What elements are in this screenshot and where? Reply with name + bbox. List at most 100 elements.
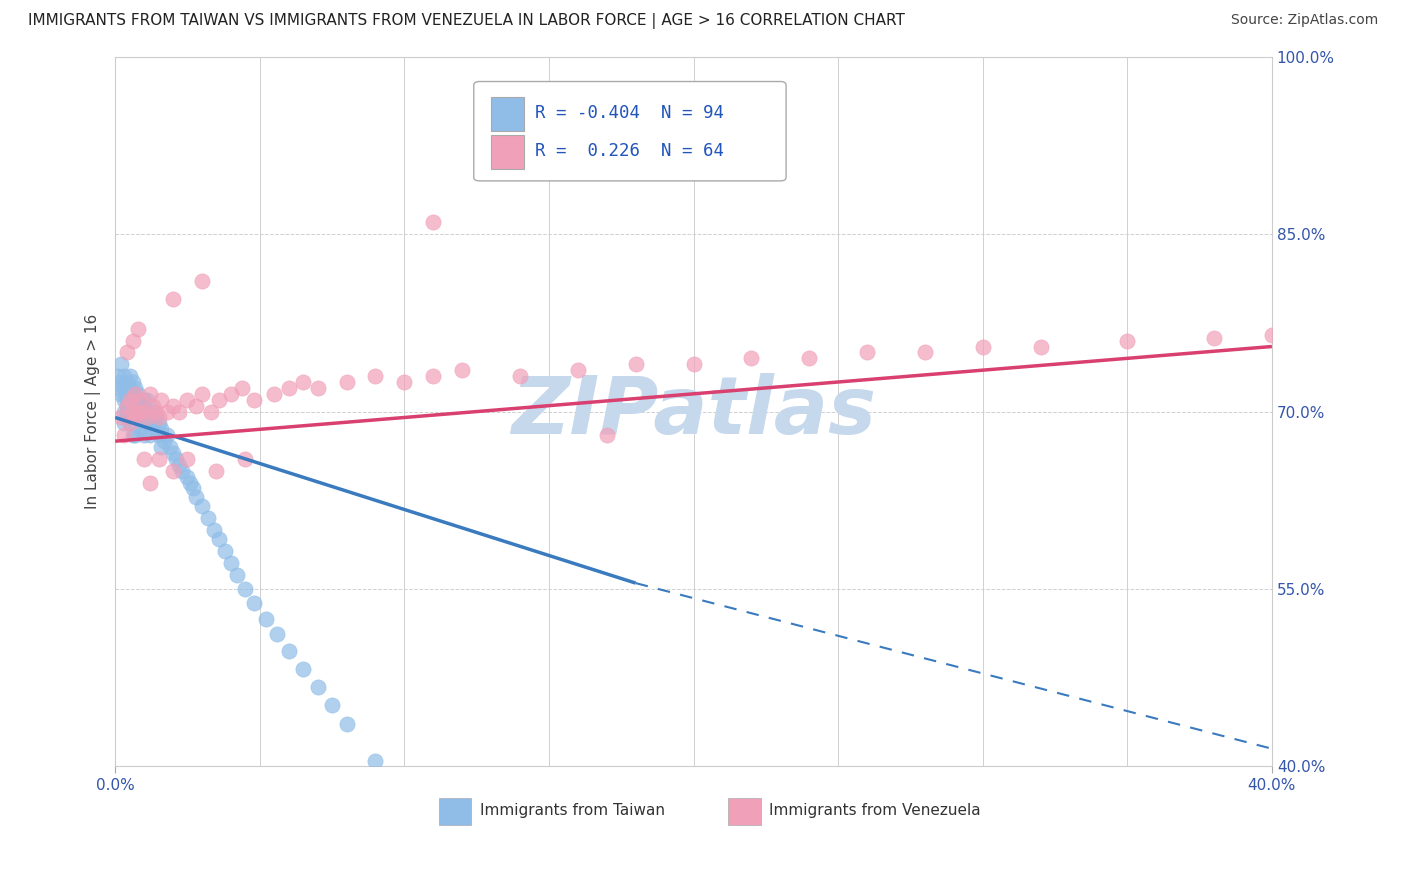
Point: [112, 369, 135, 384]
Point: [186, 490, 208, 504]
Point: [129, 422, 152, 436]
Point: [181, 482, 204, 496]
Point: [321, 698, 343, 712]
Point: [129, 392, 152, 407]
Point: [914, 345, 936, 359]
Point: [139, 410, 162, 425]
Point: [167, 458, 190, 472]
Point: [219, 556, 242, 570]
Point: [202, 523, 225, 537]
Point: [479, 875, 502, 889]
Point: [118, 417, 141, 431]
Point: [176, 392, 198, 407]
Point: [121, 404, 143, 418]
Point: [307, 381, 329, 395]
Point: [170, 464, 193, 478]
Point: [136, 392, 159, 407]
Point: [156, 404, 179, 418]
Point: [191, 275, 214, 289]
Point: [225, 567, 247, 582]
Point: [124, 392, 146, 407]
Text: Immigrants from Venezuela: Immigrants from Venezuela: [769, 803, 980, 818]
Point: [364, 754, 387, 768]
Point: [112, 428, 135, 442]
Point: [277, 643, 299, 657]
Point: [142, 404, 165, 418]
Point: [1029, 339, 1052, 353]
Point: [148, 417, 170, 431]
Point: [162, 464, 184, 478]
Point: [799, 351, 821, 366]
Point: [127, 322, 149, 336]
Point: [233, 582, 256, 596]
Point: [422, 215, 444, 229]
Point: [118, 392, 141, 407]
Point: [115, 404, 138, 418]
Point: [124, 410, 146, 425]
Bar: [728, 798, 761, 825]
Point: [167, 404, 190, 418]
Point: [132, 417, 155, 431]
Point: [191, 387, 214, 401]
Point: [451, 363, 474, 377]
Point: [132, 451, 155, 466]
Point: [142, 399, 165, 413]
Point: [214, 544, 236, 558]
Text: Source: ZipAtlas.com: Source: ZipAtlas.com: [1230, 13, 1378, 28]
Point: [292, 375, 315, 389]
Point: [159, 440, 181, 454]
Point: [740, 351, 762, 366]
Point: [156, 428, 179, 442]
Point: [142, 417, 165, 431]
Point: [139, 475, 162, 490]
Point: [129, 399, 152, 413]
Point: [364, 369, 387, 384]
Point: [121, 387, 143, 401]
Point: [263, 387, 285, 401]
Point: [118, 392, 141, 407]
Point: [335, 375, 357, 389]
Point: [176, 469, 198, 483]
Point: [115, 399, 138, 413]
Point: [112, 381, 135, 395]
Point: [115, 387, 138, 401]
Point: [139, 387, 162, 401]
Point: [1202, 331, 1225, 345]
Point: [115, 392, 138, 407]
Point: [110, 375, 132, 389]
Point: [436, 832, 458, 847]
Point: [307, 680, 329, 694]
Point: [179, 475, 201, 490]
Point: [127, 387, 149, 401]
Point: [110, 410, 132, 425]
Point: [972, 339, 994, 353]
Point: [110, 357, 132, 371]
Point: [118, 417, 141, 431]
Point: [132, 428, 155, 442]
Point: [856, 345, 879, 359]
Point: [118, 410, 141, 425]
Point: [233, 451, 256, 466]
Point: [254, 611, 277, 625]
Point: [136, 410, 159, 425]
Point: [132, 392, 155, 407]
Point: [394, 375, 416, 389]
Point: [118, 369, 141, 384]
Point: [150, 422, 173, 436]
Point: [139, 428, 162, 442]
Point: [127, 410, 149, 425]
Point: [132, 404, 155, 418]
Point: [107, 369, 129, 384]
Point: [1116, 334, 1139, 348]
Text: Immigrants from Taiwan: Immigrants from Taiwan: [479, 803, 665, 818]
Point: [112, 417, 135, 431]
Point: [200, 404, 222, 418]
Bar: [439, 798, 471, 825]
Bar: [491, 97, 523, 131]
Point: [124, 404, 146, 418]
Point: [335, 717, 357, 731]
Point: [243, 596, 266, 610]
Point: [127, 404, 149, 418]
Point: [231, 381, 253, 395]
Point: [682, 357, 704, 371]
